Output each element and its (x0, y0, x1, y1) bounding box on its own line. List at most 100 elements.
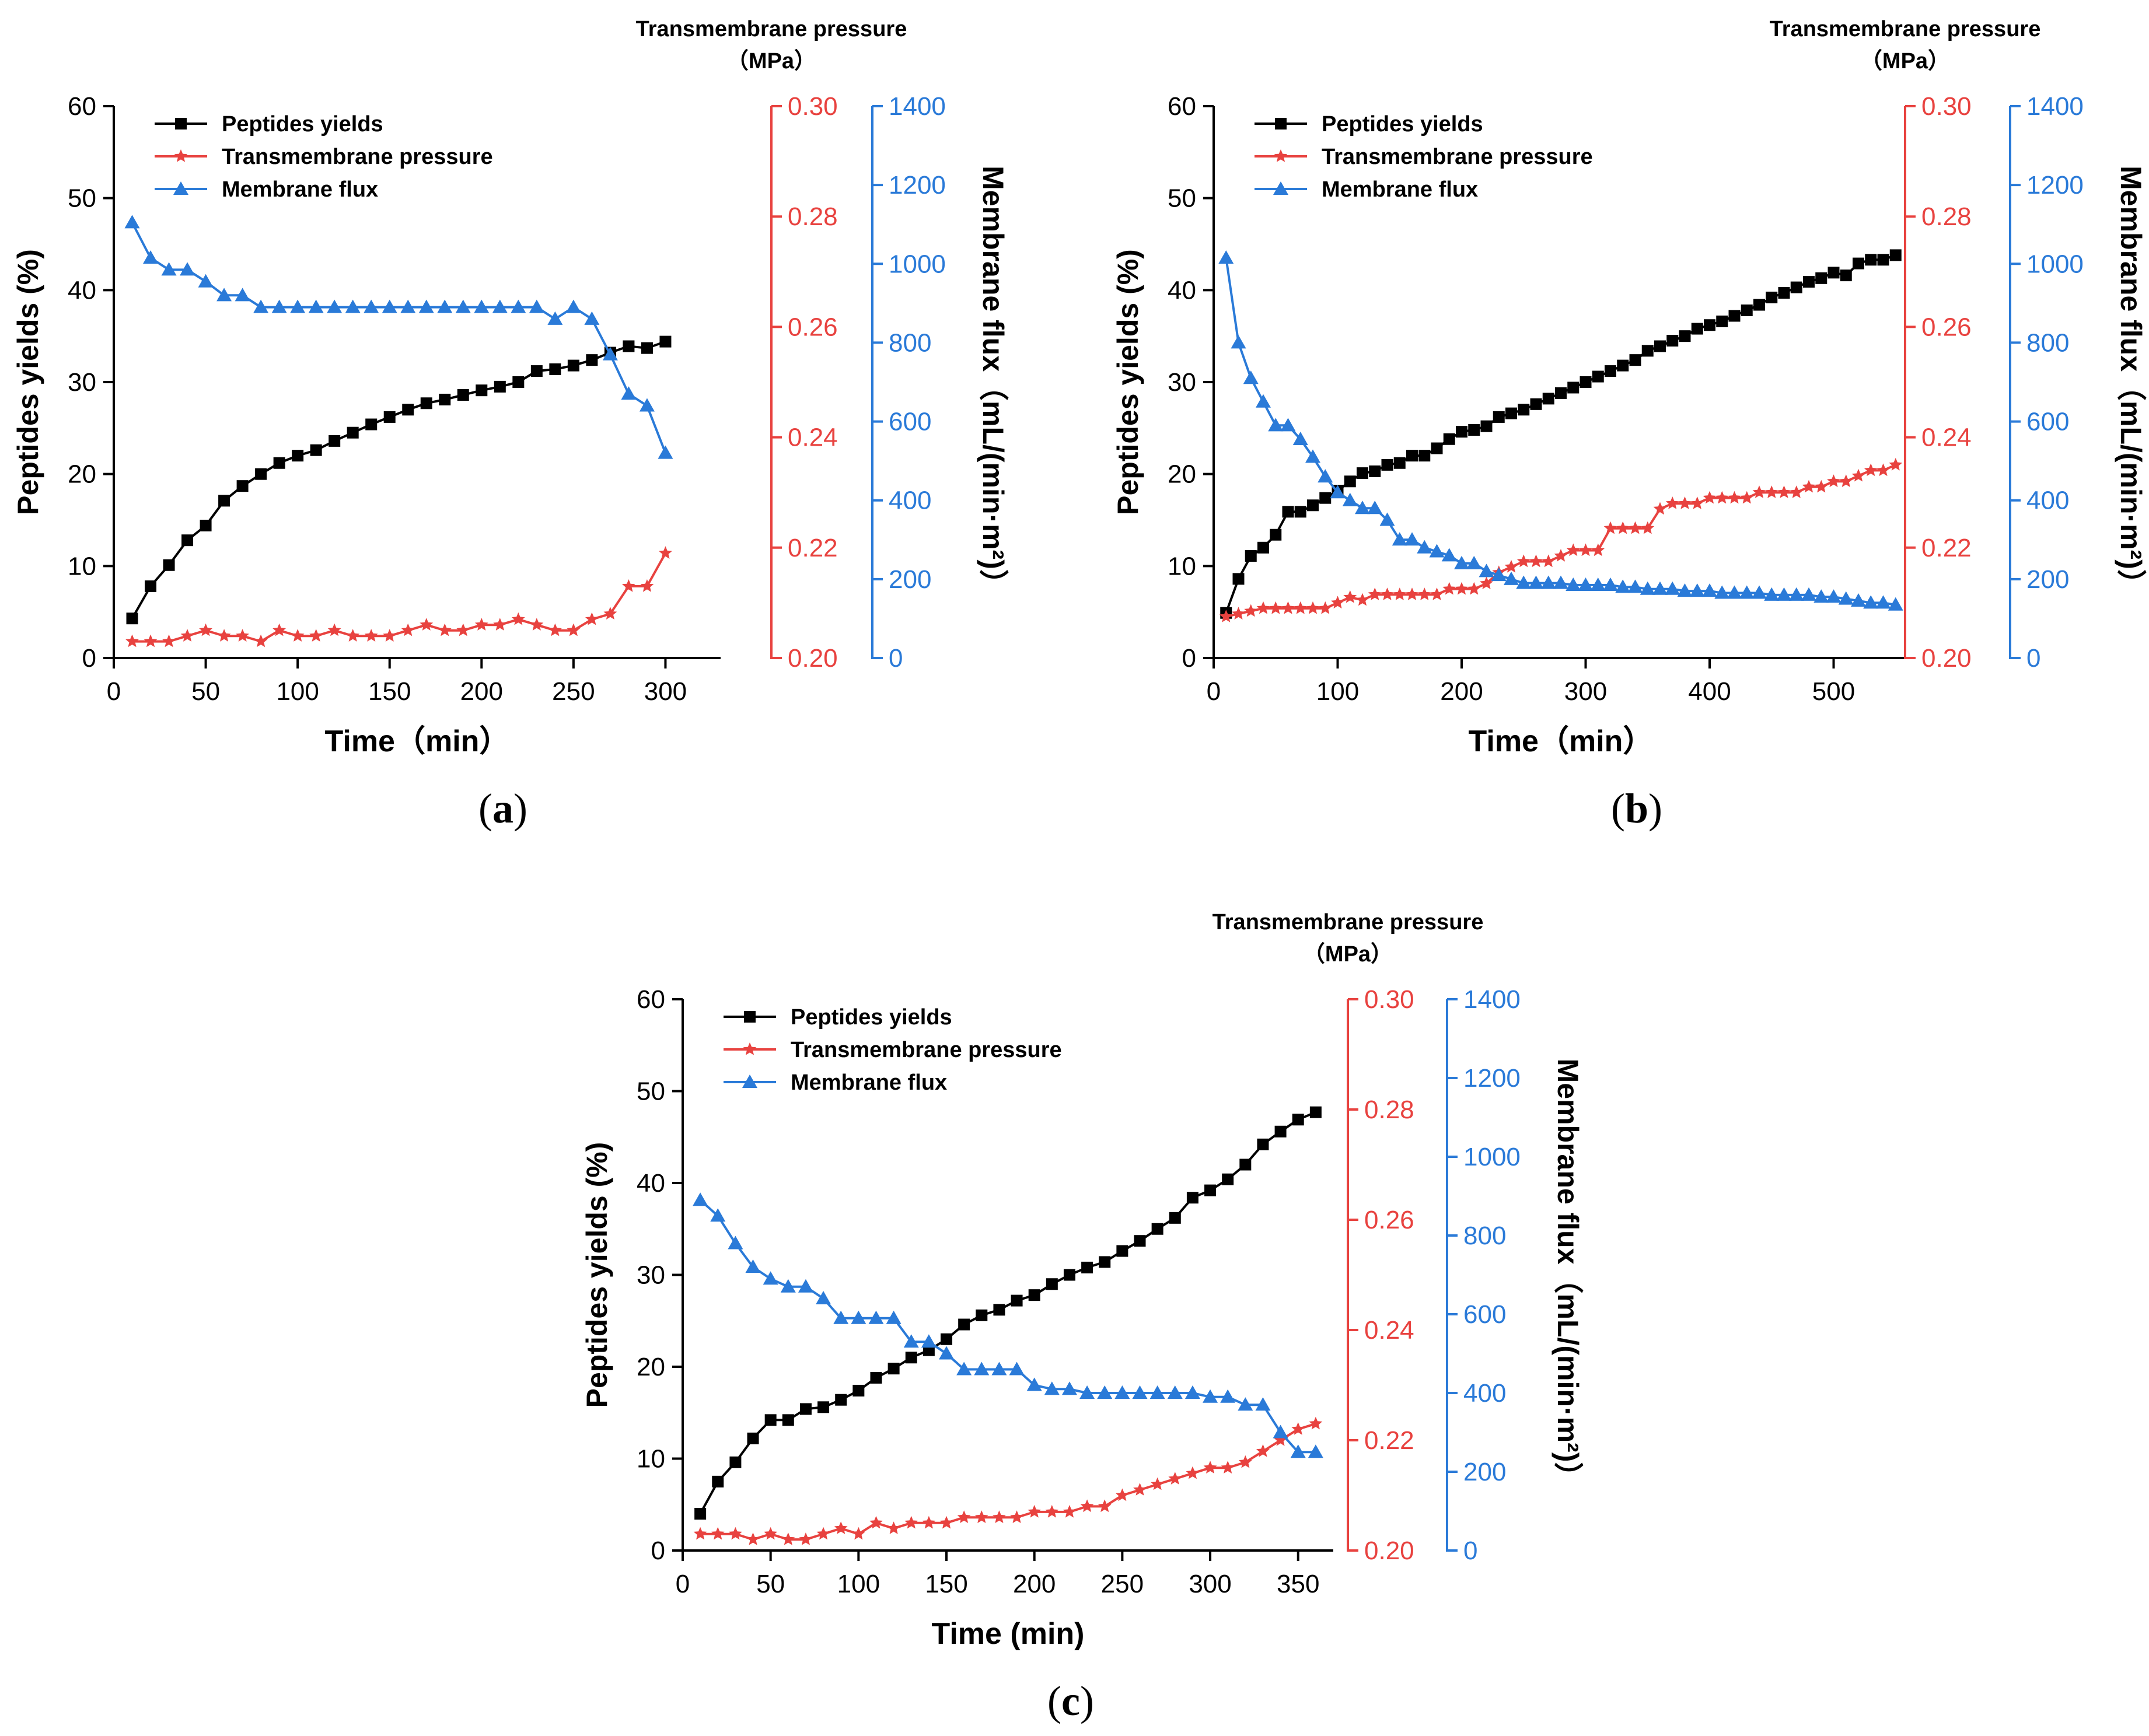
data-point (1579, 543, 1592, 556)
data-point (1244, 604, 1258, 617)
mid-axis-title: Transmembrane pressure (1770, 17, 2041, 41)
data-point (1186, 1192, 1198, 1204)
data-point (763, 1271, 778, 1285)
series-peptides-yields (126, 335, 672, 625)
data-point (438, 623, 452, 636)
data-point (956, 1362, 972, 1376)
data-point (1308, 1444, 1323, 1458)
mid-tick-label: 0.30 (788, 92, 838, 121)
right-tick-label: 1400 (1463, 985, 1521, 1014)
data-point (1803, 276, 1815, 288)
data-point (621, 386, 637, 400)
data-point (1292, 1114, 1304, 1126)
data-point (1864, 463, 1878, 477)
data-point (1331, 596, 1344, 609)
x-tick-label: 200 (1440, 677, 1483, 706)
legend-label: Transmembrane pressure (791, 1038, 1062, 1062)
data-point (1431, 442, 1443, 454)
data-point (780, 1279, 796, 1293)
panel-label-c: (c) (1047, 1678, 1094, 1724)
data-point (1344, 475, 1356, 488)
data-point (1134, 1235, 1146, 1247)
data-point (1282, 506, 1294, 518)
data-point (746, 1532, 760, 1545)
x-tick-label: 100 (1316, 677, 1359, 706)
right-tick-label: 1000 (1463, 1143, 1521, 1171)
data-point (1839, 474, 1853, 487)
legend-label: Peptides yields (222, 112, 383, 136)
legend-label: Membrane flux (1322, 177, 1478, 202)
data-point (1466, 555, 1482, 569)
x-tick-label: 250 (1101, 1570, 1144, 1598)
data-point (236, 480, 249, 492)
right-tick-label: 600 (1463, 1300, 1506, 1329)
data-point (1567, 382, 1580, 394)
data-point (1168, 1472, 1182, 1485)
data-point (1678, 496, 1692, 509)
data-point (511, 612, 525, 625)
data-point (1028, 1289, 1040, 1301)
data-point (420, 618, 434, 631)
x-tick-label: 200 (1013, 1570, 1056, 1598)
data-point (1814, 480, 1828, 493)
data-point (272, 623, 286, 636)
data-point (1665, 581, 1680, 595)
data-point (125, 634, 139, 648)
data-point (1256, 1444, 1270, 1457)
panel-label-a: (a) (478, 785, 527, 832)
data-point (530, 365, 543, 377)
data-point (1480, 420, 1493, 432)
data-point (1889, 249, 1902, 261)
data-point (216, 288, 232, 302)
series-membrane-flux (1218, 250, 1903, 611)
data-point (143, 250, 159, 264)
data-point (549, 363, 561, 375)
data-point (1790, 485, 1804, 498)
mid-tick-label: 0.24 (1921, 424, 1972, 452)
right-tick-label: 0 (2026, 644, 2040, 673)
data-point (255, 468, 267, 480)
data-point (1826, 589, 1841, 603)
data-point (437, 299, 453, 313)
data-point (420, 397, 432, 410)
data-point (1714, 585, 1730, 599)
data-point (1097, 1385, 1113, 1399)
data-point (364, 299, 379, 313)
data-point (1203, 1389, 1218, 1403)
right-tick-label: 1000 (889, 250, 946, 278)
data-point (124, 215, 140, 229)
left-axis-title: Peptides yields (%) (581, 1142, 613, 1408)
data-point (364, 629, 378, 642)
data-point (1151, 1223, 1163, 1235)
data-point (1764, 587, 1780, 601)
mid-tick-label: 0.26 (788, 313, 838, 341)
data-point (1342, 492, 1358, 506)
data-point (1418, 450, 1431, 462)
data-point (1752, 485, 1766, 498)
mid-tick-label: 0.20 (788, 644, 838, 673)
data-point (1232, 573, 1245, 585)
data-point (976, 1309, 988, 1321)
left-tick-label: 50 (1168, 184, 1196, 213)
data-point (1280, 418, 1296, 432)
series-line (699, 1111, 1316, 1514)
data-point (1629, 354, 1641, 366)
data-point (1294, 601, 1308, 614)
data-point (957, 1510, 971, 1523)
data-point (401, 623, 415, 636)
data-point (1827, 267, 1840, 279)
legend: Peptides yields Transmembrane pressure Mem… (724, 1005, 1062, 1095)
data-point (439, 393, 451, 405)
data-point (1306, 601, 1320, 614)
data-point (162, 634, 176, 648)
series-line (700, 1422, 1316, 1541)
mid-tick-label: 0.26 (1364, 1206, 1414, 1234)
data-point (905, 1352, 917, 1364)
data-point (1790, 281, 1802, 293)
right-tick-label: 200 (2026, 565, 2069, 594)
data-point (217, 629, 231, 642)
mid-tick-label: 0.24 (788, 424, 838, 452)
data-point (565, 299, 581, 313)
data-point (1529, 554, 1543, 568)
